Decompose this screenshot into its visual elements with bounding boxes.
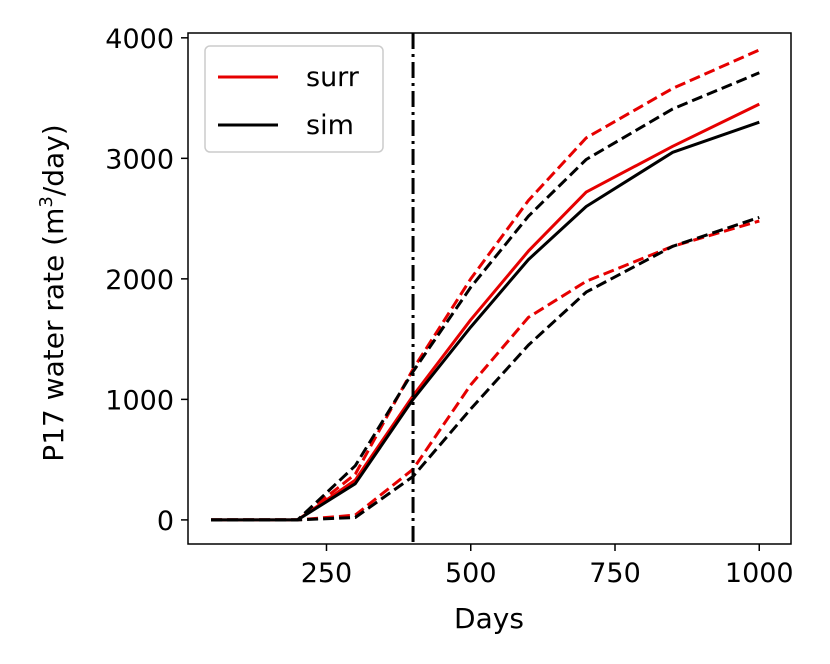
y-tick-label: 0 xyxy=(157,506,174,537)
series-line-sim-mean xyxy=(211,120,760,522)
series-line-surr-lower xyxy=(211,219,760,522)
x-tick-label: 750 xyxy=(589,558,641,589)
y-axis-label-superscript: 3 xyxy=(36,196,57,207)
legend: surr sim xyxy=(204,45,384,153)
y-tick-label: 4000 xyxy=(105,24,174,55)
x-tick-label: 1000 xyxy=(725,558,794,589)
series-line-surr-upper xyxy=(211,48,760,522)
x-tick-label: 500 xyxy=(445,558,497,589)
legend-label-surr: surr xyxy=(306,62,360,93)
x-axis-label: Days xyxy=(454,602,524,635)
plot-area xyxy=(211,33,760,544)
y-axis-label: P17 water rate (m3/day) xyxy=(36,124,70,461)
plot-frame xyxy=(187,32,792,545)
y-tick-label: 2000 xyxy=(105,265,174,296)
y-axis-label-prefix: P17 water rate (m xyxy=(37,208,70,462)
y-axis-label-suffix: /day) xyxy=(37,124,70,196)
y-tick-label: 1000 xyxy=(105,385,174,416)
y-tick-label: 3000 xyxy=(105,144,174,175)
legend-label-sim: sim xyxy=(306,110,354,141)
axes: 250 500 750 1000 0 1000 2000 3000 4000 xyxy=(105,24,793,589)
series-line-sim-lower xyxy=(211,215,760,522)
series-line-sim-upper xyxy=(211,71,760,522)
x-tick-label: 250 xyxy=(301,558,353,589)
